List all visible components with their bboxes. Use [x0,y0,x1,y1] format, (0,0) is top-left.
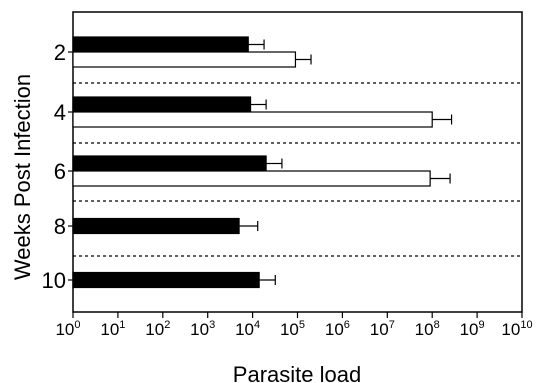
bar-week-2-series-2 [72,51,297,68]
bar-week-8-series-1 [72,217,240,235]
x-tick-label-2: 102 [145,319,170,339]
x-tick-label-7: 107 [370,319,395,339]
category-label-2: 2 [54,40,66,65]
bar-week-4-series-1 [72,96,252,113]
x-tick-label-9: 109 [460,319,485,339]
x-tick-label-4: 104 [235,319,260,339]
category-label-4: 4 [54,100,66,125]
x-tick-label-8: 108 [415,319,440,339]
x-tick-label-1: 101 [100,319,125,339]
bar-week-10-series-1 [72,271,260,289]
x-tick-label-0: 100 [55,319,80,339]
category-label-8: 8 [54,214,66,239]
x-tick-label-3: 103 [190,319,215,339]
x-tick-label-6: 106 [325,319,350,339]
bar-week-6-series-1 [72,155,267,172]
y-axis-title: Weeks Post Infection [10,74,35,280]
category-label-6: 6 [54,159,66,184]
x-tick-label-10: 1010 [501,319,532,339]
bar-week-4-series-2 [72,111,433,128]
x-tick-label-5: 105 [280,319,305,339]
category-label-10: 10 [42,268,66,293]
x-axis-title: Parasite load [233,362,361,383]
bar-week-6-series-2 [72,170,431,187]
bar-week-2-series-1 [72,36,249,53]
